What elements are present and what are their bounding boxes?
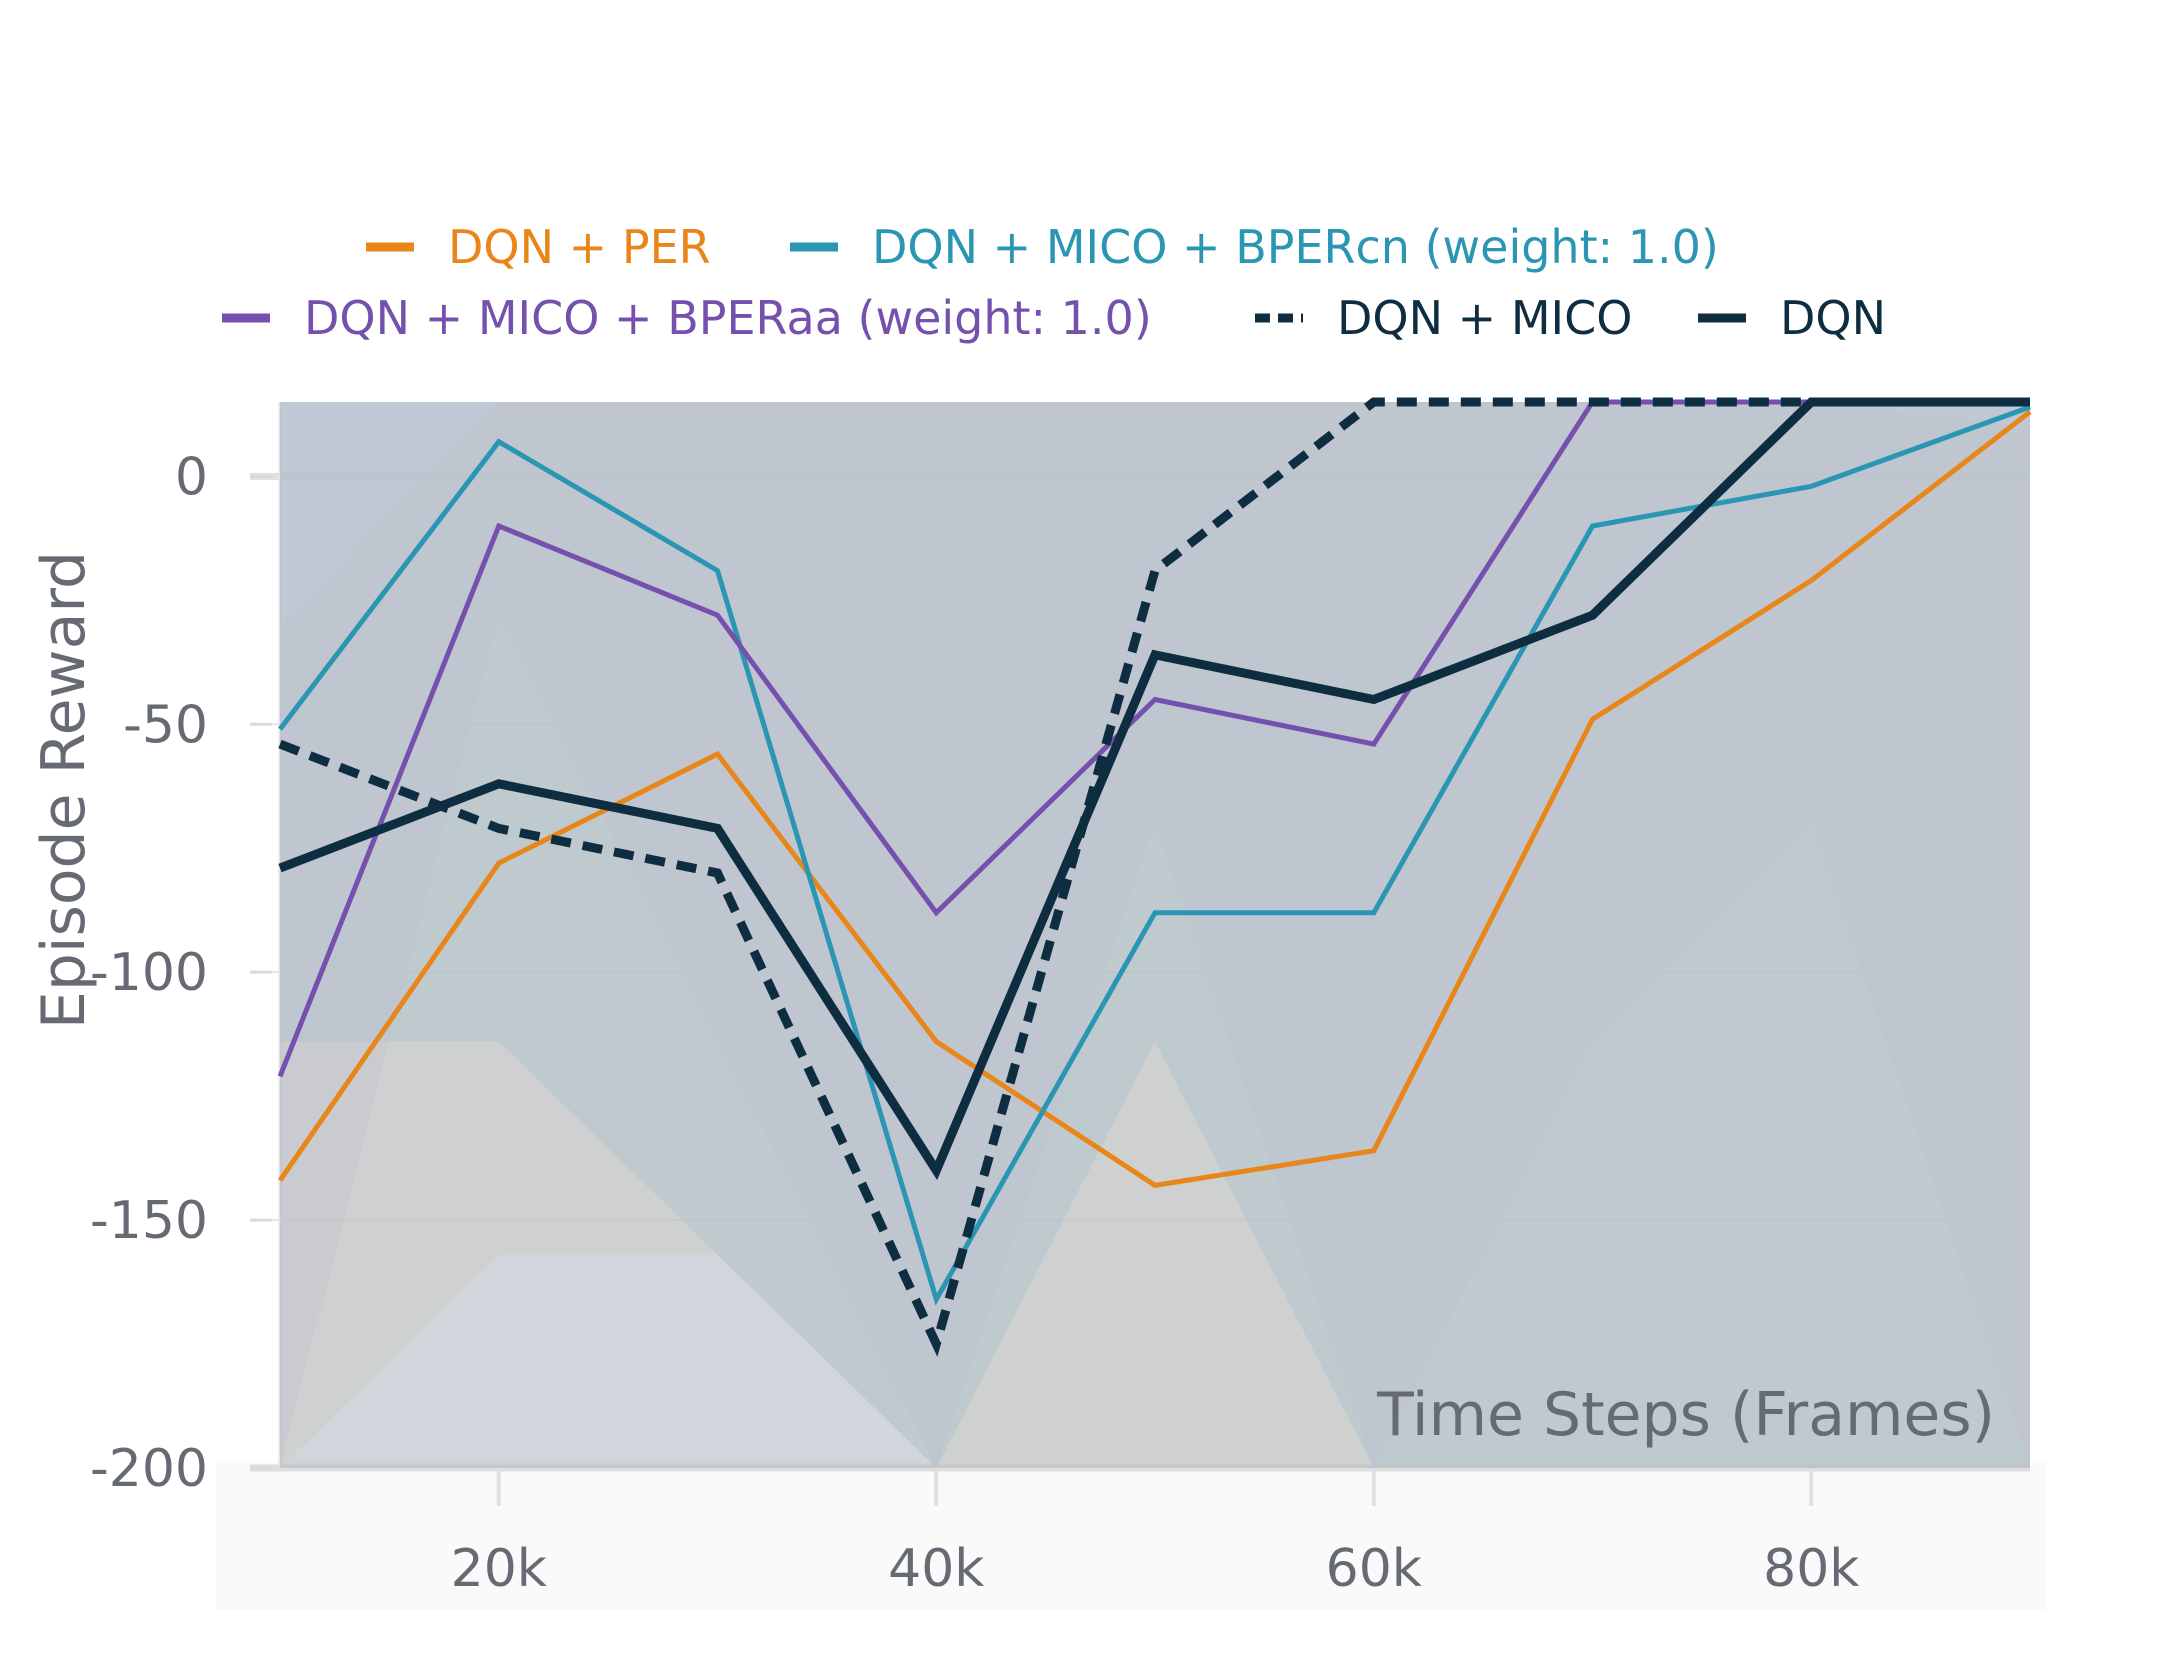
confidence-band [280,402,2030,1468]
x-tick-label: 60k [1326,1539,1422,1599]
legend-label: DQN + MICO [1337,291,1632,345]
legend-label: DQN [1780,291,1886,345]
confidence-band [280,402,2030,1468]
series-line [278,404,2031,1306]
series-line [278,397,2030,1181]
confidence-band [280,402,2030,1468]
confidence-band [280,402,2030,1468]
legend-label: DQN + PER [448,220,711,274]
confidence-band [280,402,2030,1468]
confidence-bands [280,402,2030,1468]
y-tick-label: -150 [90,1191,208,1251]
series-lines [277,397,2032,1357]
x-axis-title: Time Steps (Frames) [1376,1380,1995,1450]
plot-background [216,1460,2046,1610]
axes: 0 -50 -100 -150 -200 20k 40k 60k 80k [90,447,1859,1599]
y-tick-label: -50 [123,695,208,755]
x-tick-label: 80k [1763,1539,1859,1599]
x-tick-label: 20k [451,1539,547,1599]
y-tick-label: -100 [90,943,208,1003]
y-axis-title: Episode Reward [29,551,99,1029]
legend-label: DQN + MICO + BPERaa (weight: 1.0) [304,291,1152,345]
y-tick-label: -200 [90,1439,208,1499]
x-tick-label: 40k [888,1539,984,1599]
legend: DQN + PER DQN + MICO + BPERcn (weight: 1.… [222,220,1886,345]
y-tick-label: 0 [175,447,208,507]
legend-label: DQN + MICO + BPERcn (weight: 1.0) [872,220,1719,274]
series-line [277,399,2030,1078]
series-line [277,409,2032,1189]
